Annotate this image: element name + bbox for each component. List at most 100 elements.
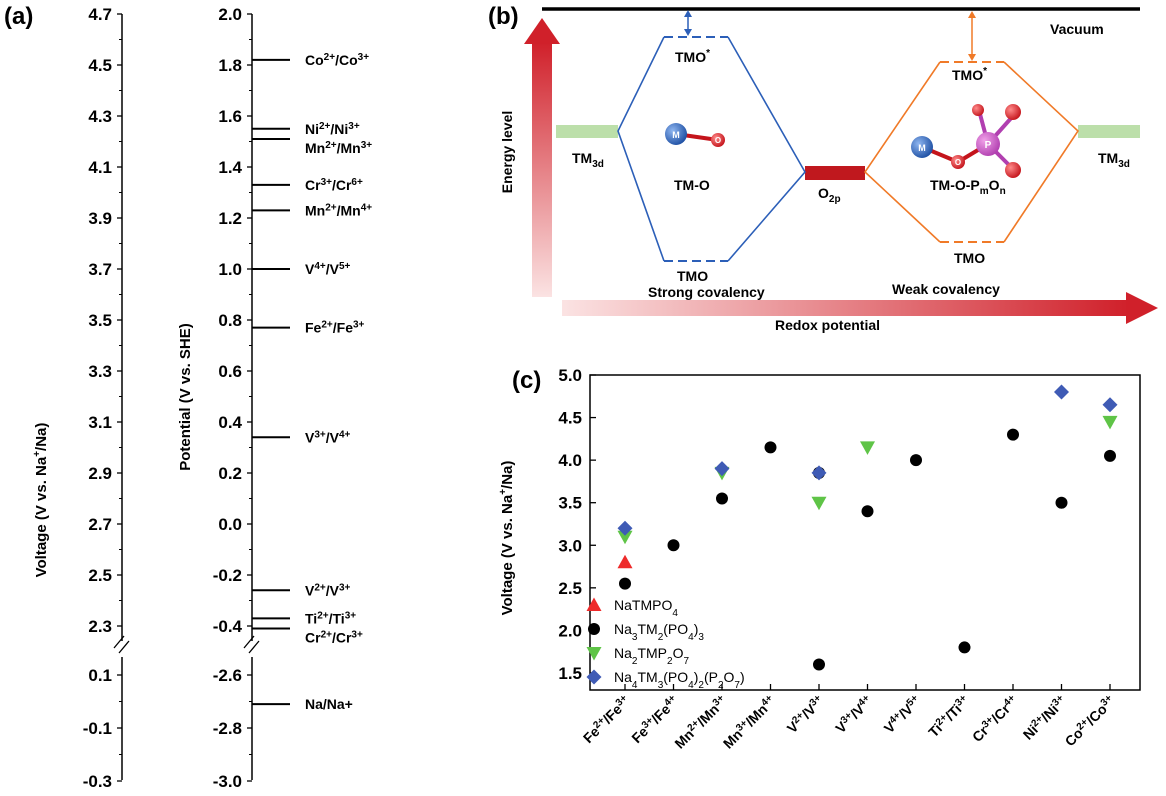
legend-label: NaTMPO4	[614, 597, 678, 619]
redox-couple-label: V4+/V5+	[305, 261, 351, 278]
potential-upper-tick-label: 0.2	[218, 464, 242, 483]
redox-arrow-shaft	[562, 300, 1130, 316]
vacuum-label: Vacuum	[1050, 21, 1104, 37]
data-point-circle	[958, 641, 971, 654]
redox-couple-label: Mn2+/Mn3+	[305, 139, 372, 156]
data-point-circle	[716, 492, 728, 505]
x-tick-label: Ti2+/Ti3+	[925, 692, 973, 740]
panel-a-label: (a)	[4, 3, 33, 30]
potential-upper-tick-label: 1.4	[218, 158, 242, 177]
data-point-diamond	[811, 465, 827, 481]
data-point-circle	[667, 539, 680, 552]
panel-b-label: (b)	[488, 3, 519, 30]
voltage-upper-tick-label: 2.3	[88, 617, 112, 636]
y-tick-label: 3.5	[558, 494, 582, 513]
voltage-upper-tick-label: 2.7	[88, 515, 112, 534]
energy-arrow-shaft	[532, 42, 552, 297]
y-tick-label: 3.0	[558, 536, 582, 555]
panel-b: (b) Vacuum Energy level Redox potential …	[488, 3, 1158, 333]
strong-covalency-diagram: TMO* TMO TM-O Strong covalency M O	[617, 10, 806, 300]
orange-tmo-label: TMO	[954, 250, 985, 266]
oxygen-atom-icon-5	[972, 104, 984, 116]
voltage-upper-tick-label: 3.7	[88, 260, 112, 279]
data-point-circle	[861, 505, 874, 518]
blue-tmo-label: TMO	[677, 268, 708, 284]
legend-marker-triangle-up	[586, 597, 602, 611]
legend-label: Na3TM2(PO4)3	[614, 621, 704, 643]
data-point-diamond	[617, 520, 633, 536]
data-point-circle	[764, 441, 777, 454]
data-point-circle	[619, 577, 631, 590]
voltage-upper-tick-label: 4.1	[88, 158, 112, 177]
orange-gap-arrow-bottom	[968, 54, 976, 61]
data-point-circle	[813, 658, 825, 671]
voltage-lower-tick-label: -0.1	[83, 719, 112, 738]
x-tick-label: Mn3+/Mn4+	[719, 692, 778, 751]
potential-upper-tick-label: 0.4	[218, 413, 242, 432]
oxygen-atom-icon	[711, 133, 725, 147]
legend-marker-triangle-down	[586, 647, 602, 661]
panel-a: (a) Voltage (V vs. Na+/Na) Potential (V …	[4, 3, 372, 791]
metal-atom-label-2: M	[918, 143, 926, 153]
redox-arrow-head	[1126, 292, 1158, 324]
data-point-diamond	[1102, 397, 1118, 413]
energy-level-label: Energy level	[499, 111, 515, 194]
data-point-circle	[910, 454, 922, 467]
data-point-triangle-up	[617, 554, 633, 569]
plot-frame	[589, 374, 1141, 691]
potential-axis-break	[243, 635, 260, 654]
data-point-diamond	[714, 461, 730, 477]
panel-c: (c) Voltage (V vs. Na+/Na) 5.0 4.5 4.0 3.5 3…	[498, 366, 1141, 752]
strong-covalency-label: Strong covalency	[648, 284, 765, 300]
data-point-triangle-down	[1102, 415, 1118, 430]
data-point-circle	[1007, 428, 1019, 441]
oxygen-atom-icon-2	[951, 155, 965, 169]
potential-upper-tick-label: -0.2	[213, 566, 242, 585]
potential-lower-tick-label: -2.6	[213, 666, 242, 685]
potential-upper-tick-label: 2.0	[218, 5, 242, 24]
redox-couple-label: V2+/V3+	[305, 582, 351, 599]
oxygen-atom-label-2: O	[955, 158, 961, 167]
metal-atom-label: M	[672, 130, 680, 140]
y-tick-label: 4.5	[558, 409, 582, 428]
blue-tmo-star-label: TMO*	[675, 48, 710, 65]
voltage-axis-label: Voltage (V vs. Na+/Na)	[32, 423, 50, 578]
potential-upper-tick-label: 1.8	[218, 56, 242, 75]
legend-marker-diamond	[586, 669, 602, 685]
x-tick-label: Co2+/Co3+	[1061, 692, 1118, 749]
potential-upper-tick-label: 0.6	[218, 362, 242, 381]
redox-potential-label: Redox potential	[775, 317, 880, 333]
voltage-upper-tick-label: 4.5	[88, 56, 112, 75]
tm3d-label-right: TM3d	[1098, 150, 1130, 170]
metal-atom-icon	[665, 123, 687, 145]
potential-lower-tick-label: -2.8	[213, 719, 242, 738]
potential-upper-tick-label: 1.0	[218, 260, 242, 279]
voltage-upper-tick-label: 3.1	[88, 413, 112, 432]
panel-a-ticks: 4.7 4.5 4.3 4.1 3.9 3.7 3.5 3.3 3.1 2.9 2.7 2.5 2.3 0…	[83, 5, 252, 791]
phosphorus-atom-icon	[976, 132, 1000, 156]
x-tick-label: V4+/V5+	[880, 692, 924, 736]
phosphorus-atom-label: P	[985, 140, 992, 151]
panel-c-label: (c)	[512, 367, 541, 394]
redox-couple-label: Ti2+/Ti3+	[305, 610, 356, 627]
oxygen-atom-icon-3	[1005, 104, 1021, 120]
voltage-upper-tick-label: 3.5	[88, 311, 112, 330]
data-point-circle	[1055, 496, 1068, 509]
tm3d-level-left	[556, 125, 618, 138]
redox-couple-label: Na/Na+	[305, 696, 353, 712]
oxygen-atom-label: O	[715, 136, 721, 145]
tm-o-pmon-label: TM-O-PmOn	[930, 177, 1006, 197]
tm-o-label: TM-O	[674, 177, 710, 193]
redox-couple-label: Cr3+/Cr6+	[305, 176, 363, 193]
redox-couple-label: V3+/V4+	[305, 429, 351, 446]
voltage-lower-tick-label: 0.1	[88, 666, 112, 685]
voltage-upper-tick-label: 4.3	[88, 107, 112, 126]
orange-hexagon-edges	[863, 61, 1080, 243]
y-tick-label: 2.0	[558, 621, 582, 640]
redox-couple-label: Ni2+/Ni3+	[305, 120, 360, 137]
weak-covalency-diagram: TMO* TMO TM-O-PmOn Weak covalency M O P	[863, 11, 1080, 297]
y-tick-label: 1.5	[558, 664, 582, 683]
potential-upper-tick-label: 0.0	[218, 515, 242, 534]
tm3d-level-right	[1078, 125, 1140, 138]
voltage-upper-tick-label: 3.9	[88, 209, 112, 228]
